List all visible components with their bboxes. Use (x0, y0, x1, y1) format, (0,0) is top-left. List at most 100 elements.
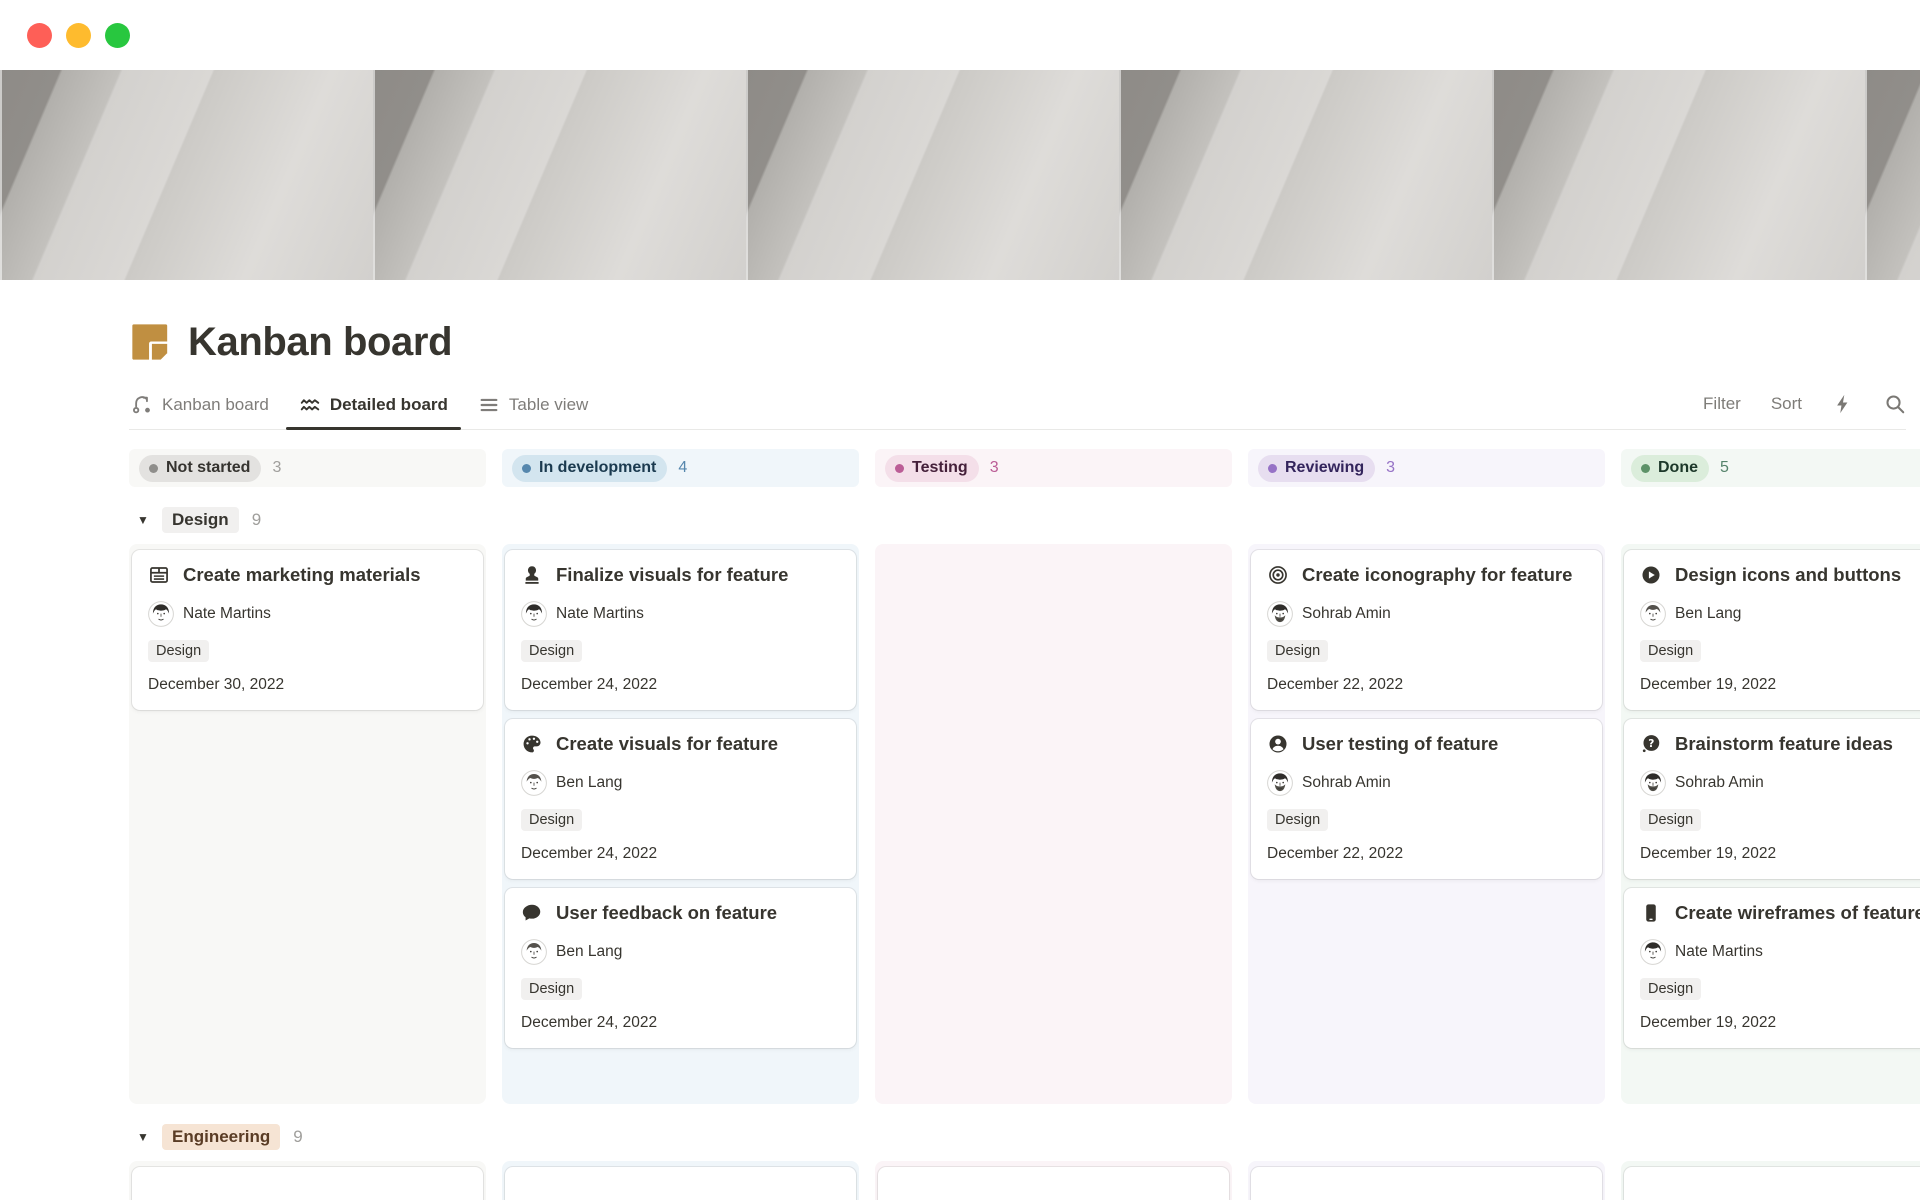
board-groups: ▼ Design 9 Create marketing materials Nate M… (129, 505, 1920, 1200)
avatar (1267, 770, 1293, 796)
avatar (1640, 601, 1666, 627)
kanban-card-partial[interactable] (505, 1167, 856, 1200)
card-assignee: Ben Lang (521, 939, 840, 965)
user-circle-icon (1267, 733, 1289, 755)
card-tag: Design (1267, 640, 1329, 662)
column-in-development (502, 1161, 859, 1200)
group-row-design: Create marketing materials Nate Martins De… (129, 544, 1920, 1104)
palette-icon (521, 733, 543, 755)
assignee-name: Ben Lang (556, 943, 623, 960)
column-count: 4 (678, 459, 688, 476)
card-tag: Design (148, 640, 210, 662)
avatar (521, 770, 547, 796)
kanban-card[interactable]: Create visuals for feature Ben Lang Design… (505, 719, 856, 879)
column-count: 3 (989, 459, 999, 476)
search-button[interactable] (1884, 393, 1906, 415)
tab-kanban-board[interactable]: Kanban board (129, 388, 284, 429)
status-pill: Testing (885, 454, 979, 482)
avatar (1267, 601, 1293, 627)
status-label: In development (539, 459, 657, 476)
svg-text:?: ? (1648, 738, 1654, 750)
kanban-card[interactable]: User feedback on feature Ben Lang Design De… (505, 888, 856, 1048)
avatar (521, 939, 547, 965)
group-count: 9 (251, 510, 262, 529)
card-date: December 24, 2022 (521, 1014, 658, 1031)
column-header-testing[interactable]: Testing 3 (875, 449, 1232, 487)
group-tag[interactable]: Engineering (162, 1124, 281, 1150)
kanban-card[interactable]: Finalize visuals for feature Nate Martins… (505, 550, 856, 710)
speech-bubble-icon (521, 902, 543, 924)
collapse-triangle-icon[interactable]: ▼ (137, 513, 149, 527)
kanban-card[interactable]: User testing of feature Sohrab Amin Design… (1251, 719, 1602, 879)
list-icon (478, 394, 500, 416)
column-reviewing (1248, 1161, 1605, 1200)
tab-table-view[interactable]: Table view (463, 388, 603, 429)
newspaper-icon (148, 564, 170, 586)
card-title: Finalize visuals for feature (556, 564, 789, 585)
play-icon (1640, 564, 1662, 586)
kanban-card-partial[interactable] (1624, 1167, 1920, 1200)
card-title: Create wireframes of feature (1675, 902, 1920, 923)
card-tag: Design (1640, 640, 1702, 662)
card-assignee: Nate Martins (1640, 939, 1920, 965)
card-tag: Design (521, 640, 583, 662)
assignee-name: Nate Martins (183, 605, 271, 622)
card-assignee: Ben Lang (521, 770, 840, 796)
column-testing (875, 544, 1232, 1104)
card-assignee: Sohrab Amin (1640, 770, 1920, 796)
status-dot-icon (1268, 463, 1277, 473)
status-dot-icon (522, 463, 531, 473)
status-label: Not started (166, 459, 251, 476)
cover-image[interactable] (0, 70, 1920, 280)
sort-button[interactable]: Sort (1770, 394, 1802, 413)
card-title: User testing of feature (1302, 733, 1499, 754)
card-tag: Design (1267, 809, 1329, 831)
column-header-not-started[interactable]: Not started 3 (129, 449, 486, 487)
status-dot-icon (1641, 463, 1650, 473)
column-in-development: Finalize visuals for feature Nate Martins… (502, 544, 859, 1104)
kanban-card-partial[interactable] (132, 1167, 483, 1200)
column-header-done[interactable]: Done 5 (1621, 449, 1920, 487)
lightning-icon (1832, 393, 1854, 415)
cycle-icon (131, 394, 153, 416)
column-done: Design icons and buttons Ben Lang Design De… (1621, 544, 1920, 1104)
column-header-in-development[interactable]: In development 4 (502, 449, 859, 487)
assignee-name: Nate Martins (1675, 943, 1763, 960)
bust-icon (521, 564, 543, 586)
collapse-triangle-icon[interactable]: ▼ (137, 1130, 149, 1144)
kanban-card[interactable]: Create wireframes of feature Nate Martins… (1624, 888, 1920, 1048)
status-pill: Done (1631, 454, 1709, 482)
column-count: 5 (1720, 459, 1729, 476)
kanban-card[interactable]: Design icons and buttons Ben Lang Design De… (1624, 550, 1920, 710)
card-tag: Design (521, 978, 583, 1000)
column-count: 3 (272, 459, 282, 476)
group-count: 9 (293, 1127, 303, 1146)
card-date: December 22, 2022 (1267, 676, 1404, 693)
filter-button[interactable]: Filter (1703, 394, 1741, 413)
column-header-reviewing[interactable]: Reviewing 3 (1248, 449, 1605, 487)
group-header-design: ▼ Design 9 (129, 505, 1920, 535)
kanban-card[interactable]: Create marketing materials Nate Martins De… (132, 550, 483, 710)
assignee-name: Sohrab Amin (1675, 774, 1764, 791)
page-icon[interactable] (129, 321, 171, 363)
close-button[interactable] (27, 22, 52, 48)
card-assignee: Ben Lang (1640, 601, 1920, 627)
tab-label: Table view (508, 395, 589, 414)
zoom-button[interactable] (105, 22, 130, 48)
card-assignee: Nate Martins (148, 601, 467, 627)
view-tabs: Kanban board Detailed board Table view F… (129, 388, 1906, 430)
assignee-name: Ben Lang (1675, 605, 1742, 622)
tab-detailed-board[interactable]: Detailed board (284, 388, 463, 430)
kanban-card[interactable]: ? Brainstorm feature ideas Sohrab Amin Desi… (1624, 719, 1920, 879)
automation-button[interactable] (1832, 393, 1854, 415)
kanban-card-partial[interactable] (878, 1167, 1229, 1200)
kanban-card-partial[interactable] (1251, 1167, 1602, 1200)
status-dot-icon (895, 463, 904, 473)
minimize-button[interactable] (66, 22, 91, 48)
group-tag[interactable]: Design (162, 507, 239, 533)
card-date: December 24, 2022 (521, 676, 658, 693)
kanban-card[interactable]: Create iconography for feature Sohrab Ami… (1251, 550, 1602, 710)
card-tag: Design (1640, 809, 1702, 831)
card-title: Create iconography for feature (1302, 564, 1573, 585)
card-date: December 30, 2022 (148, 676, 285, 693)
